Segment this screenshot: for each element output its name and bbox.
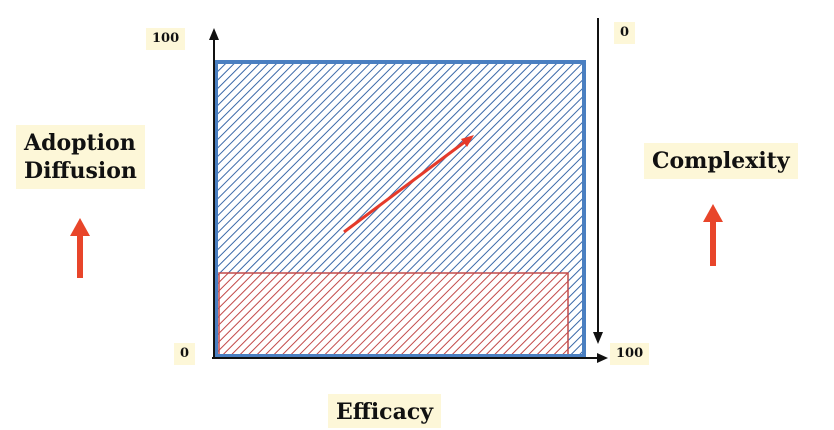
right-axis-arrowhead	[593, 332, 603, 344]
diffusion-text: Diffusion	[24, 158, 137, 184]
bottom-axis-arrowhead	[597, 353, 608, 363]
left-up-arrow-head	[70, 218, 90, 236]
origin-tick: 0	[174, 343, 196, 365]
left-axis-arrowhead	[209, 28, 219, 40]
right-up-arrow-shaft	[710, 220, 716, 266]
trend-arrow	[343, 139, 467, 234]
left-axis-max-tick: 100	[146, 28, 186, 50]
right-up-arrow-head	[703, 204, 723, 222]
complexity-label: Complexity	[644, 143, 798, 179]
right-axis-min-tick: 0	[614, 22, 636, 44]
bottom-axis-max-tick: 100	[610, 343, 650, 365]
blue-frame	[214, 60, 586, 358]
adoption-diffusion-label: Adoption Diffusion	[16, 125, 145, 189]
left-up-arrow-shaft	[77, 233, 83, 278]
red-hatched-region	[218, 272, 569, 357]
efficacy-label: Efficacy	[328, 394, 442, 428]
adoption-text: Adoption	[24, 130, 136, 156]
trend-arrowhead	[461, 135, 474, 147]
